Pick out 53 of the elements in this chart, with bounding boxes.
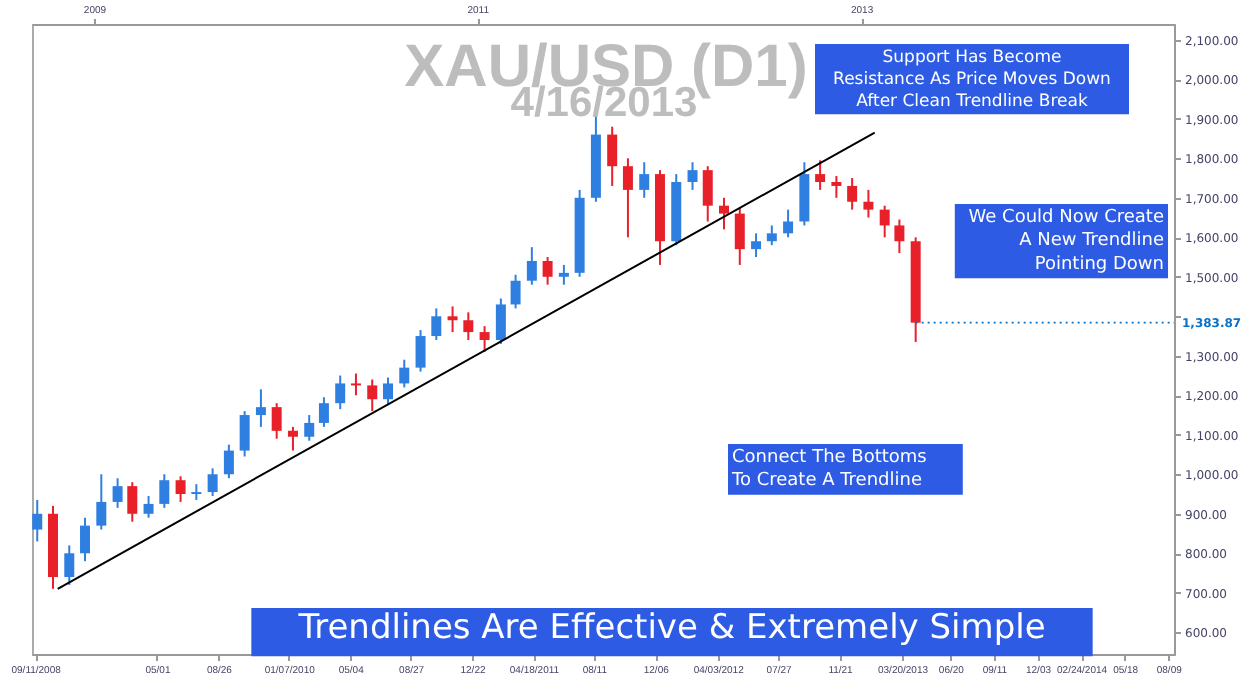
candlestick: [64, 544, 75, 586]
candlestick: [287, 425, 298, 452]
candlestick: [223, 443, 234, 480]
candlestick: [159, 473, 170, 509]
annotation: Trendlines Are Effective & Extremely Simple: [296, 608, 1046, 648]
candlestick: [799, 161, 810, 227]
candlestick: [239, 410, 250, 458]
candlestick: [687, 161, 698, 191]
candlestick: [783, 208, 794, 239]
candlestick: [863, 188, 874, 219]
annotation: Support Has Become Resistance As Price Moves Down After Clean Trendline Break: [833, 48, 1111, 113]
candlestick: [815, 159, 826, 191]
candlestick: [32, 498, 43, 543]
candlestick: [207, 467, 218, 498]
candlestick: [255, 388, 266, 428]
candlestick: [112, 477, 123, 509]
candlestick: [622, 157, 633, 239]
candlestick: [766, 224, 777, 247]
candlestick: [367, 378, 378, 413]
candlestick: [463, 311, 474, 341]
candlestick: [719, 196, 730, 231]
annotation: We Could Now Create A New Trendline Pointing Down: [968, 208, 1165, 275]
candlestick: [831, 175, 842, 199]
candlestick: [894, 218, 905, 255]
candlestick: [751, 232, 762, 259]
candlestick: [639, 161, 650, 199]
candlestick: [702, 165, 713, 223]
candlestick: [127, 481, 138, 523]
candlestick: [558, 263, 569, 286]
candlestick: [143, 495, 154, 519]
candlestick: [415, 329, 426, 373]
candlestick: [399, 358, 410, 389]
candlestick: [734, 206, 745, 266]
candlestick: [318, 396, 329, 428]
candlestick: [431, 307, 442, 341]
annotation: Connect The Bottoms To Create A Trendline: [730, 448, 928, 492]
candlestick: [879, 204, 890, 239]
candlestick: [271, 402, 282, 440]
candlestick: [607, 125, 618, 187]
candlestick: [526, 246, 537, 286]
candlestick: [447, 305, 458, 334]
candlestick: [175, 475, 186, 503]
candlestick: [510, 273, 521, 310]
candlestick: [304, 414, 315, 442]
candlestick: [382, 376, 393, 407]
candlestick: [495, 297, 506, 345]
candlestick: [542, 256, 553, 286]
candlestick: [350, 372, 361, 397]
candlestick: [335, 374, 346, 411]
candlestick: [80, 516, 91, 563]
candlestick: [96, 473, 107, 531]
candlestick: [479, 325, 490, 353]
candlestick: [847, 177, 858, 211]
